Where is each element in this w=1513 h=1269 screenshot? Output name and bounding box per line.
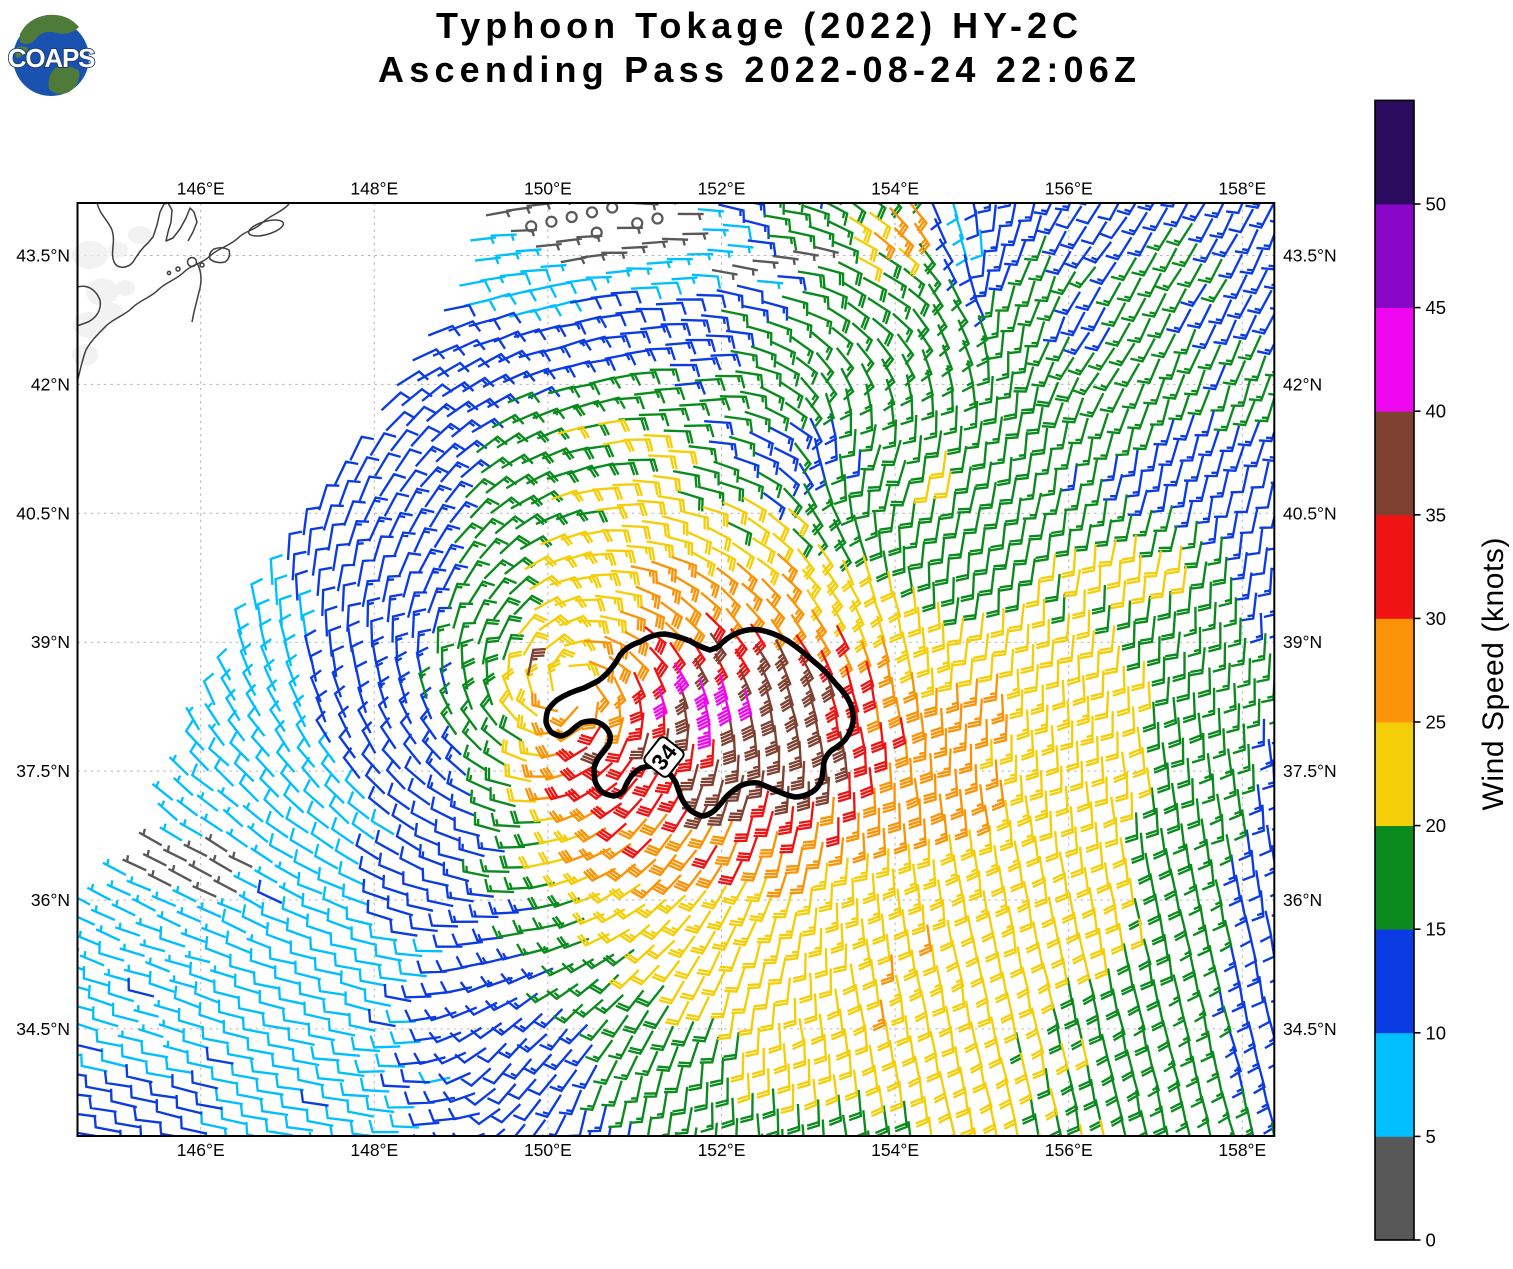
svg-text:40.5°N: 40.5°N bbox=[16, 503, 70, 523]
svg-text:148°E: 148°E bbox=[350, 179, 398, 199]
svg-text:154°E: 154°E bbox=[871, 179, 919, 199]
svg-text:Wind Speed (knots): Wind Speed (knots) bbox=[1477, 538, 1510, 811]
svg-text:158°E: 158°E bbox=[1218, 1140, 1266, 1160]
svg-text:40.5°N: 40.5°N bbox=[1283, 503, 1337, 523]
svg-text:34.5°N: 34.5°N bbox=[1283, 1019, 1337, 1039]
svg-text:Ascending Pass 2022-08-24 22:0: Ascending Pass 2022-08-24 22:06Z bbox=[378, 49, 1136, 90]
svg-text:34.5°N: 34.5°N bbox=[16, 1019, 70, 1039]
svg-text:36°N: 36°N bbox=[31, 890, 70, 910]
svg-text:150°E: 150°E bbox=[524, 1140, 572, 1160]
svg-text:36°N: 36°N bbox=[1283, 890, 1322, 910]
svg-text:156°E: 156°E bbox=[1045, 1140, 1093, 1160]
svg-text:Typhoon Tokage (2022) HY-2C: Typhoon Tokage (2022) HY-2C bbox=[436, 5, 1078, 46]
svg-text:42°N: 42°N bbox=[31, 374, 70, 394]
svg-text:43.5°N: 43.5°N bbox=[1283, 246, 1337, 266]
svg-text:0: 0 bbox=[1426, 1230, 1436, 1251]
svg-text:146°E: 146°E bbox=[177, 179, 225, 199]
svg-text:37.5°N: 37.5°N bbox=[1283, 761, 1337, 781]
svg-text:154°E: 154°E bbox=[871, 1140, 919, 1160]
svg-text:15: 15 bbox=[1426, 919, 1447, 940]
svg-text:30: 30 bbox=[1426, 608, 1447, 629]
svg-text:39°N: 39°N bbox=[1283, 632, 1322, 652]
svg-text:25: 25 bbox=[1426, 712, 1447, 733]
svg-text:158°E: 158°E bbox=[1218, 179, 1266, 199]
svg-text:35: 35 bbox=[1426, 504, 1447, 525]
svg-text:20: 20 bbox=[1426, 815, 1447, 836]
svg-text:152°E: 152°E bbox=[698, 1140, 746, 1160]
svg-text:COAPS: COAPS bbox=[8, 43, 95, 73]
svg-text:50: 50 bbox=[1426, 194, 1447, 215]
svg-text:146°E: 146°E bbox=[177, 1140, 225, 1160]
svg-text:45: 45 bbox=[1426, 297, 1447, 318]
svg-text:5: 5 bbox=[1426, 1126, 1436, 1147]
svg-text:37.5°N: 37.5°N bbox=[16, 761, 70, 781]
svg-text:42°N: 42°N bbox=[1283, 374, 1322, 394]
svg-text:150°E: 150°E bbox=[524, 179, 572, 199]
svg-text:148°E: 148°E bbox=[350, 1140, 398, 1160]
svg-text:10: 10 bbox=[1426, 1022, 1447, 1043]
svg-text:43.5°N: 43.5°N bbox=[16, 246, 70, 266]
svg-text:156°E: 156°E bbox=[1045, 179, 1093, 199]
svg-text:40: 40 bbox=[1426, 401, 1447, 422]
svg-text:152°E: 152°E bbox=[698, 179, 746, 199]
svg-text:39°N: 39°N bbox=[31, 632, 70, 652]
